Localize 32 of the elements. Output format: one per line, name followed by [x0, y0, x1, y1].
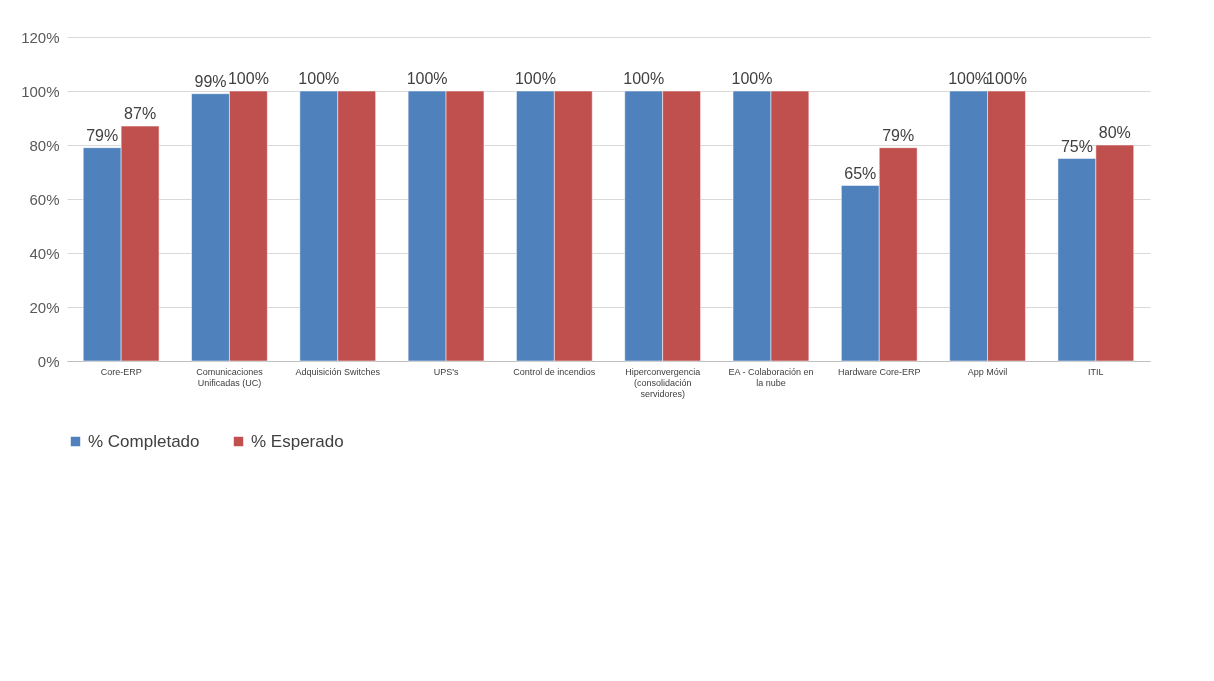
- x-tick-label: Adquisición Switches: [295, 366, 381, 377]
- data-label: 65%: [844, 164, 877, 182]
- x-tick-label: ITIL: [1088, 366, 1104, 377]
- x-tick-label: Hiperconvergencia (consolidación servidores): [625, 366, 701, 399]
- x-tick-label: EA - Colaboración en la nube: [728, 366, 814, 388]
- x-tick-label: Control de incendios: [513, 366, 596, 377]
- y-tick-label: 20%: [29, 298, 60, 316]
- y-tick-label: 100%: [21, 82, 60, 100]
- x-tick-label: Core-ERP: [100, 366, 142, 377]
- data-label: 75%: [1060, 137, 1093, 155]
- data-label: 87%: [124, 105, 157, 123]
- y-tick-label: 0%: [37, 352, 60, 370]
- data-label: 100%: [227, 70, 269, 87]
- y-tick-label: 120%: [21, 28, 60, 46]
- data-label: 100%: [731, 70, 773, 87]
- data-label: 100%: [406, 70, 448, 87]
- data-label: 99%: [194, 72, 227, 90]
- x-tick-label: Comunicaciones Unificadas (UC): [196, 366, 264, 388]
- y-tick-label: 80%: [29, 136, 60, 154]
- data-label: 80%: [1098, 124, 1131, 141]
- x-tick-label: UPS's: [433, 366, 459, 377]
- data-label: 79%: [86, 126, 119, 144]
- x-tick-label: App Móvil: [967, 366, 1008, 377]
- data-label: 100%: [514, 70, 556, 87]
- y-tick-label: 60%: [29, 190, 60, 208]
- data-label: 100%: [623, 70, 665, 87]
- legend-label: % Completado: [88, 431, 200, 451]
- legend-label: % Esperado: [251, 431, 344, 451]
- y-tick-label: 40%: [29, 244, 60, 262]
- data-label: 100%: [298, 70, 340, 87]
- data-label: 79%: [882, 126, 915, 144]
- x-tick-label: Hardware Core-ERP: [837, 366, 921, 377]
